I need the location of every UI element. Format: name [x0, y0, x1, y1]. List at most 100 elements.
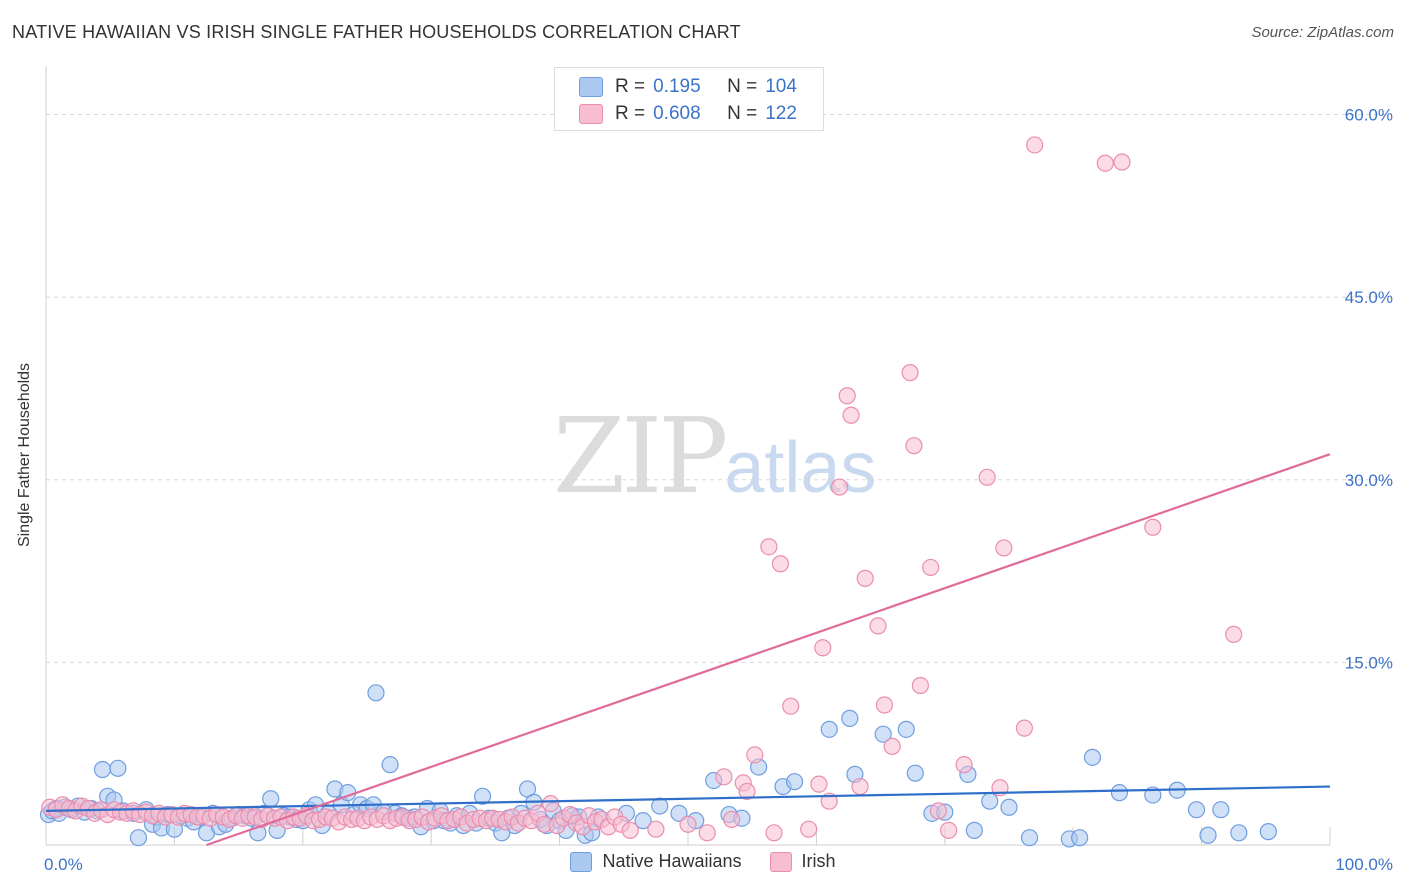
point-irish: [842, 406, 860, 424]
point-native-hawaiians: [381, 756, 399, 774]
point-native-hawaiians: [473, 787, 492, 805]
point-irish: [810, 775, 828, 793]
point-native-hawaiians: [1110, 784, 1129, 802]
point-native-hawaiians: [93, 760, 112, 779]
y-tick-label: 45.0%: [1345, 288, 1393, 307]
point-irish: [830, 478, 849, 496]
trend-line-native-hawaiians: [45, 785, 1331, 813]
point-native-hawaiians: [965, 821, 983, 839]
point-native-hawaiians: [367, 684, 385, 702]
watermark-zip: ZIP: [553, 395, 728, 517]
stats-legend: R = 0.195 N = 104 R = 0.608 N = 122: [554, 67, 824, 131]
legend-swatch-pink: [579, 104, 603, 124]
point-native-hawaiians: [1187, 801, 1206, 819]
legend-r-value: 0.608: [653, 103, 701, 124]
point-native-hawaiians: [874, 725, 892, 743]
point-native-hawaiians: [1071, 829, 1089, 847]
legend-n-value: 104: [765, 76, 797, 97]
point-native-hawaiians: [897, 720, 915, 738]
point-irish: [911, 676, 930, 695]
point-irish: [800, 820, 818, 838]
point-native-hawaiians: [109, 759, 127, 777]
point-irish: [905, 437, 923, 455]
legend-r-value: 0.195: [653, 76, 701, 97]
point-irish: [851, 777, 869, 796]
legend-r-label: R =: [615, 76, 646, 97]
point-native-hawaiians: [785, 773, 804, 791]
axes: [45, 66, 1330, 846]
point-native-hawaiians: [634, 812, 652, 830]
legend-swatch-blue: [579, 77, 603, 97]
point-irish: [1015, 719, 1034, 737]
point-native-hawaiians: [906, 764, 924, 782]
point-irish: [869, 617, 887, 635]
tick-labels: 15.0% 30.0% 45.0% 60.0% 0.0% 100.0%: [44, 106, 1393, 874]
legend-n-label: N =: [727, 103, 758, 124]
point-irish: [922, 558, 940, 577]
point-native-hawaiians: [1199, 826, 1217, 844]
legend-item-irish[interactable]: Irish: [769, 851, 836, 872]
point-native-hawaiians: [1212, 801, 1230, 819]
point-native-hawaiians: [981, 792, 999, 810]
point-irish: [715, 768, 733, 786]
legend-n-value: 122: [765, 103, 797, 124]
legend-item-native-hawaiians[interactable]: Native Hawaiians: [570, 851, 742, 872]
point-irish: [838, 387, 856, 405]
point-irish: [929, 802, 947, 820]
point-irish: [1144, 518, 1162, 536]
point-irish: [698, 824, 716, 842]
legend-swatch-blue: [570, 851, 593, 872]
legend-r-label: R =: [615, 103, 646, 124]
point-irish: [978, 468, 996, 486]
y-tick-label: 30.0%: [1345, 471, 1393, 490]
point-irish: [856, 569, 874, 587]
point-irish: [782, 697, 800, 715]
point-irish: [1113, 153, 1131, 171]
legend-n-label: N =: [727, 76, 758, 97]
point-irish: [542, 795, 560, 813]
trend-line-irish: [206, 453, 1331, 847]
data-points: [39, 136, 1277, 848]
point-irish: [746, 746, 764, 764]
watermark: ZIPatlas: [553, 395, 876, 517]
point-irish: [814, 639, 832, 657]
point-native-hawaiians: [1230, 824, 1248, 842]
point-irish: [679, 815, 697, 833]
x-tick-label: 0.0%: [44, 855, 83, 874]
point-native-hawaiians: [129, 829, 148, 847]
point-native-hawaiians: [262, 790, 280, 808]
source-credit: Source: ZipAtlas.com: [1251, 24, 1394, 41]
point-irish: [901, 364, 919, 382]
point-native-hawaiians: [651, 797, 669, 815]
y-tick-label: 60.0%: [1345, 106, 1393, 125]
point-native-hawaiians: [1000, 798, 1018, 816]
point-irish: [723, 810, 741, 829]
point-irish: [771, 555, 790, 573]
point-native-hawaiians: [1083, 748, 1102, 766]
point-irish: [1026, 136, 1044, 154]
point-irish: [738, 782, 756, 801]
legend-row-irish: R = 0.608 N = 122: [579, 101, 797, 127]
point-irish: [955, 756, 973, 774]
point-native-hawaiians: [841, 709, 859, 727]
point-irish: [940, 821, 958, 839]
grid-lines: [46, 114, 1392, 845]
watermark-atlas: atlas: [724, 428, 877, 508]
series-legend: Native Hawaiians Irish: [0, 851, 1406, 872]
legend-label: Native Hawaiians: [602, 851, 742, 871]
point-irish: [995, 539, 1013, 557]
point-irish: [760, 538, 778, 556]
trend-lines: [45, 453, 1331, 847]
chart-title: NATIVE HAWAIIAN VS IRISH SINGLE FATHER H…: [12, 22, 741, 42]
x-tick-label: 100.0%: [1335, 855, 1393, 874]
point-irish: [621, 821, 639, 839]
point-irish: [1225, 625, 1243, 643]
y-tick-label: 15.0%: [1345, 653, 1393, 672]
point-irish: [765, 824, 783, 842]
point-irish: [647, 820, 665, 838]
point-native-hawaiians: [1259, 823, 1277, 841]
legend-swatch-pink: [769, 851, 792, 872]
legend-row-native-hawaiians: R = 0.195 N = 104: [579, 74, 797, 100]
legend-label: Irish: [801, 851, 836, 871]
